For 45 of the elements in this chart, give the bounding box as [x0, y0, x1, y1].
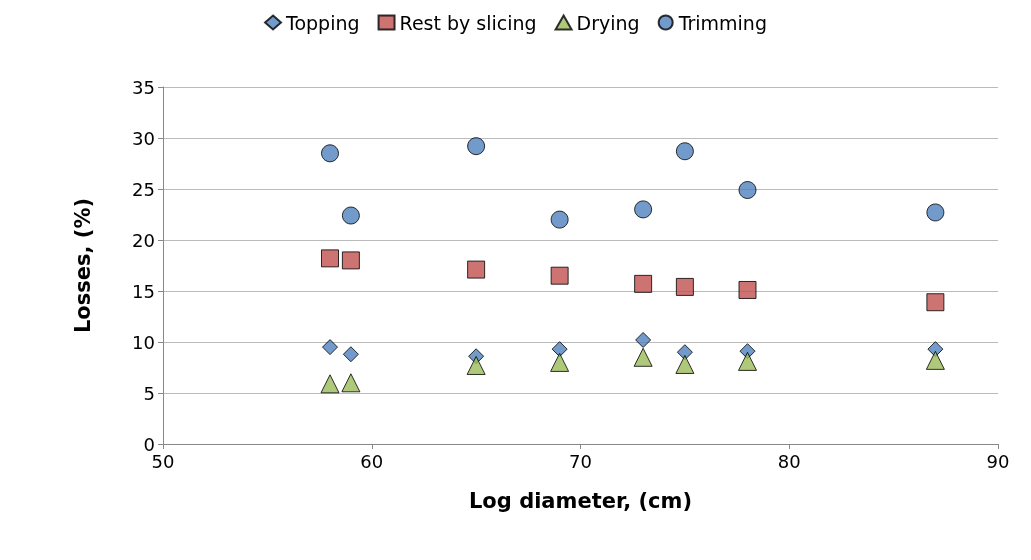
y-axis-title: Losses, (%) — [70, 197, 95, 334]
point — [321, 249, 339, 268]
point — [634, 200, 653, 219]
y-tick-label: 25 — [132, 178, 155, 200]
x-tick-label: 90 — [986, 450, 1010, 472]
point — [926, 293, 945, 312]
point — [550, 352, 570, 372]
point — [342, 346, 359, 363]
point — [675, 142, 694, 161]
point — [925, 350, 945, 370]
point — [738, 351, 757, 371]
point — [633, 347, 653, 367]
point — [341, 251, 360, 270]
point — [550, 266, 569, 285]
point — [550, 210, 569, 229]
y-tick-label: 10 — [132, 331, 155, 353]
point — [321, 144, 339, 163]
point — [322, 339, 338, 356]
point — [467, 260, 486, 279]
point — [738, 181, 757, 200]
point — [634, 274, 653, 293]
y-tick-label: 20 — [132, 229, 155, 251]
point — [341, 373, 361, 393]
legend-label: Rest by slicing — [399, 11, 537, 34]
point — [675, 277, 694, 296]
point — [341, 206, 360, 225]
y-tick-label: 15 — [132, 280, 155, 302]
legend-label: Drying — [576, 11, 640, 34]
x-tick-label: 80 — [777, 450, 801, 472]
y-tick-label: 5 — [143, 382, 155, 404]
y-tick-label: 30 — [132, 127, 155, 149]
point — [738, 280, 757, 299]
point — [466, 355, 486, 375]
point — [467, 137, 486, 156]
point — [320, 374, 340, 394]
x-tick-label: 60 — [360, 450, 384, 472]
point — [551, 341, 568, 358]
point — [675, 354, 695, 374]
point — [635, 331, 652, 348]
legend-label: Topping — [285, 11, 360, 34]
x-axis-title: Log diameter, (cm) — [468, 488, 693, 513]
x-tick-label: 70 — [569, 450, 592, 472]
point — [926, 203, 945, 222]
y-tick-label: 35 — [132, 76, 155, 98]
legend-label: Trimming — [677, 11, 767, 34]
